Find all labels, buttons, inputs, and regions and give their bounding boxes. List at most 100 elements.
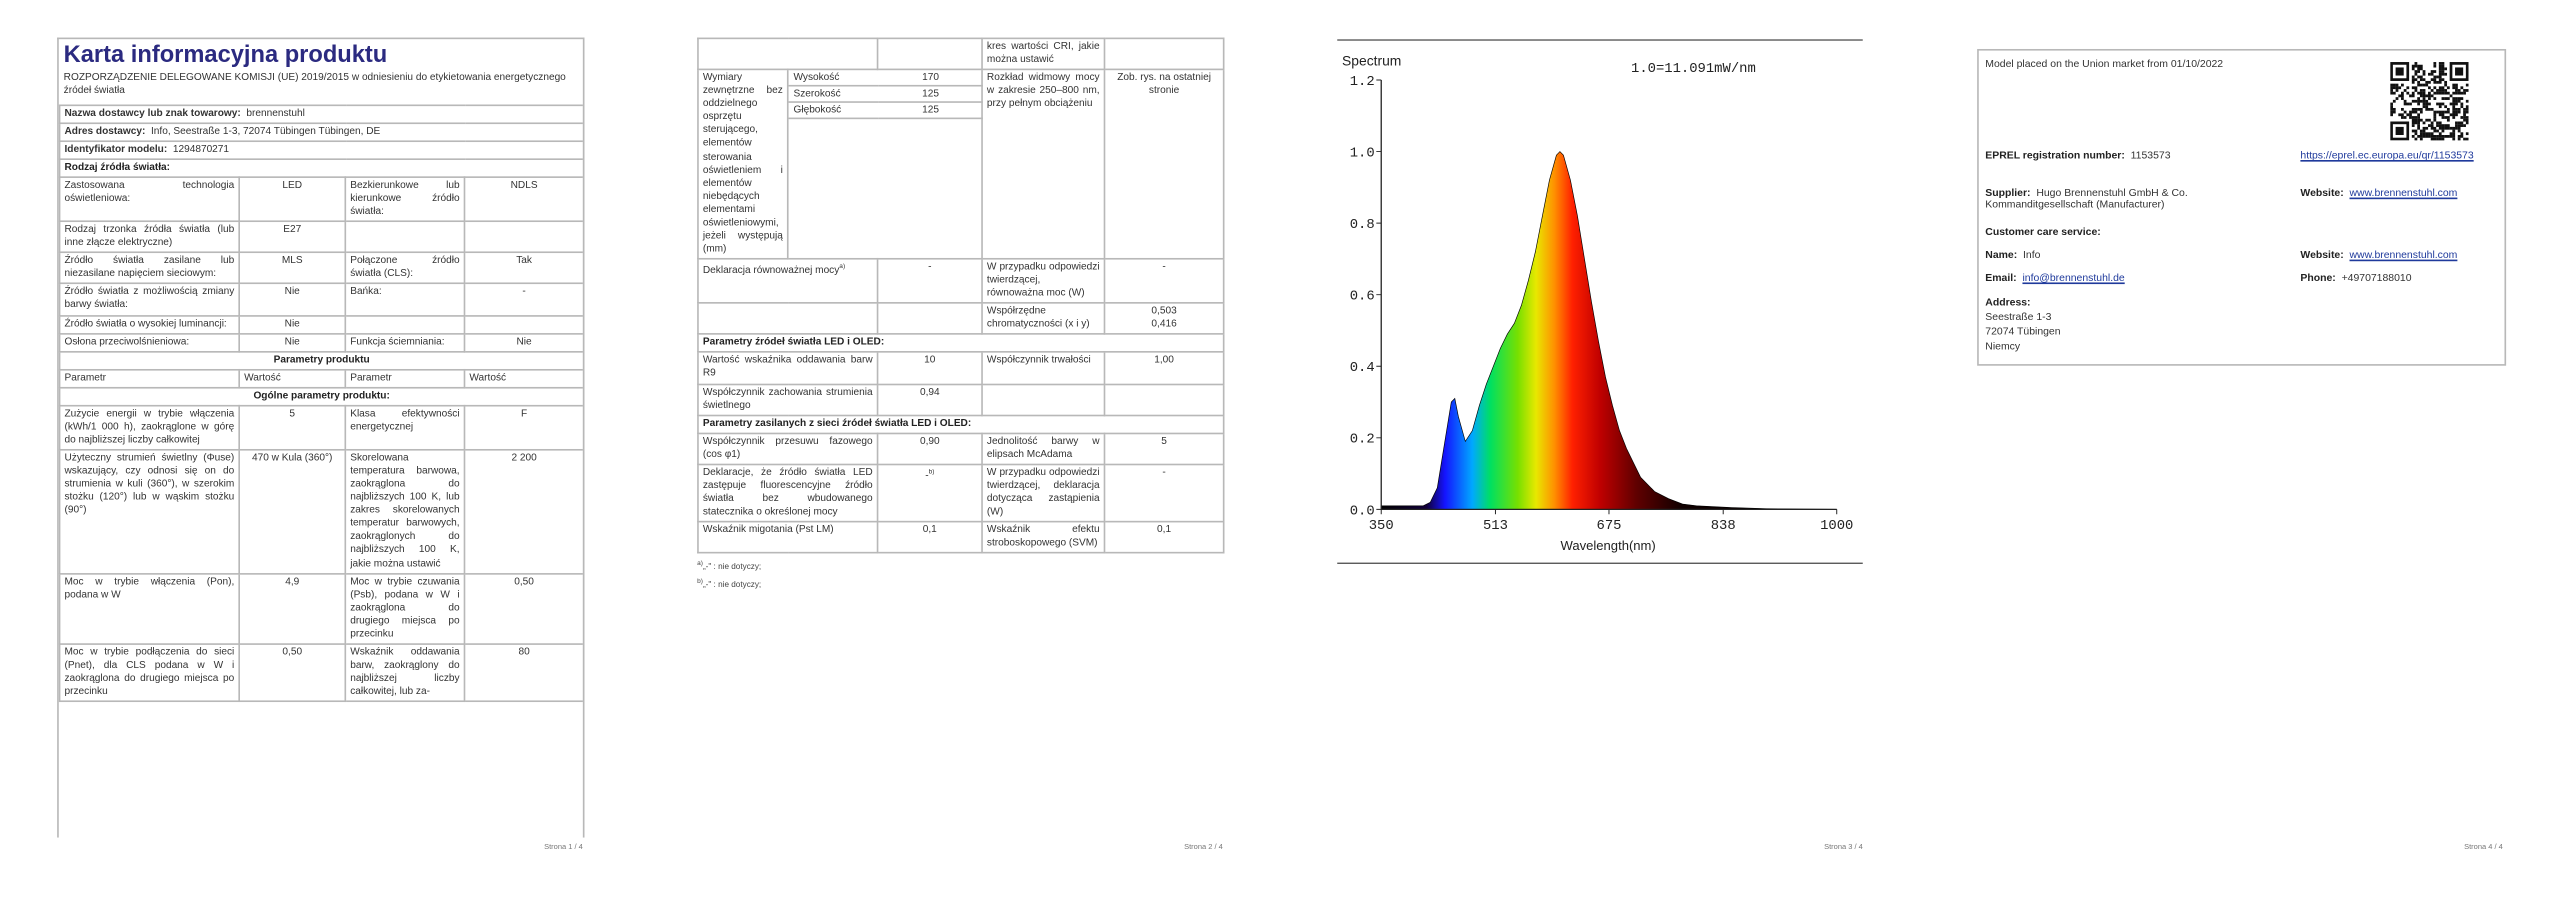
table-cell: 80 [463, 643, 583, 703]
table-row: Źródło światła z możliwością zmiany barw… [58, 283, 583, 316]
qr-module [2452, 113, 2456, 117]
qr-module [2417, 107, 2421, 111]
x-tick-label: 350 [1369, 518, 1394, 534]
qr-module [2452, 132, 2456, 136]
table-row: Rodzaj trzonka źródła światła (lub inne … [58, 220, 583, 254]
qr-code [2390, 62, 2469, 141]
qr-module [2411, 110, 2415, 114]
table-cell: Wartość wskaźnika oddawania barw R9 [697, 351, 879, 385]
qr-module [2463, 107, 2466, 111]
table-cell [981, 382, 1106, 416]
qr-module [2419, 135, 2423, 138]
y-tick-label: 0.6 [1350, 289, 1375, 305]
qr-module [2425, 132, 2429, 136]
qr-module [2428, 86, 2431, 90]
qr-module [2441, 72, 2445, 76]
address-line: 72074 Tübingen [1985, 326, 2061, 338]
qr-module [2455, 83, 2458, 87]
qr-module [2417, 75, 2421, 79]
qr-module [2411, 86, 2415, 90]
qr-module [2411, 64, 2415, 68]
qr-module [2446, 110, 2450, 114]
qr-module [2433, 97, 2437, 100]
table-cell: Skorelowana temperatura barwowa, zaokrąg… [344, 449, 466, 575]
table-cell [876, 37, 983, 71]
qr-module [2398, 86, 2402, 90]
qr-module [2395, 89, 2399, 92]
qr-module [2452, 135, 2456, 138]
table-cell: Wartość [463, 368, 583, 389]
label: Email: [1985, 272, 2017, 285]
x-tick-label: 1000 [1820, 518, 1853, 534]
qr-module [2411, 118, 2415, 122]
table-cell: 0,90 [876, 432, 983, 466]
table-cell [463, 314, 583, 335]
table-cell: W przypadku odpowiedzi twierdzącej, dekl… [981, 463, 1106, 523]
section-heading: Customer care service: [1985, 226, 2101, 239]
qr-module [2417, 124, 2421, 127]
qr-module [2422, 135, 2426, 138]
table-cell: Rozkład widmowy mocy w zakresie 250–800 … [981, 68, 1106, 260]
body: Wysokość 170 Szerokość 125 Głębokość 125 [788, 70, 983, 120]
label: Address: [1985, 297, 2031, 309]
qr-module [2463, 124, 2466, 127]
table-row: Zastosowana technologia oświetleniowa: LE… [58, 176, 583, 223]
qr-module [2411, 80, 2415, 84]
chart-title: Spectrum [1342, 52, 1401, 68]
qr-module [2395, 86, 2399, 90]
qr-module [2444, 135, 2448, 138]
qr-module [2465, 110, 2469, 114]
email-link[interactable]: info@brennenstuhl.de [2022, 272, 2125, 285]
qr-module [2414, 86, 2418, 90]
qr-module [2428, 132, 2431, 136]
qr-module [2390, 107, 2393, 111]
table-cell: Współczynnik trwałości [981, 351, 1106, 385]
qr-module [2430, 135, 2434, 138]
qr-module [2465, 83, 2469, 87]
qr-module [2417, 67, 2421, 71]
qr-module [2411, 94, 2415, 98]
qr-module [2457, 129, 2461, 133]
spectrum-area [1380, 151, 1837, 510]
qr-module [2455, 86, 2458, 90]
qr-module [2417, 97, 2421, 100]
qr-module [2436, 80, 2439, 84]
table-cell: Nie [463, 332, 583, 353]
qr-module [2395, 126, 2404, 136]
table-cell [344, 314, 466, 335]
qr-module [2441, 70, 2445, 73]
table-cell: F [463, 404, 583, 451]
qr-module [2430, 89, 2434, 92]
eprel-link[interactable]: https://eprel.ec.europa.eu/qr/1153573 [2300, 150, 2474, 162]
qr-module [2452, 126, 2456, 130]
qr-module [2390, 105, 2393, 109]
qr-module [2430, 94, 2434, 98]
qr-module [2409, 94, 2412, 98]
table-row: Wymiary zewnętrzne bez oddzielnego osprz… [697, 68, 1225, 260]
footnote: b)„-" : nie dotyczy; [697, 576, 1223, 590]
cell-text: Deklaracja równoważnej mocy [702, 264, 840, 277]
website-link[interactable]: www.brennenstuhl.com [2349, 249, 2458, 262]
website-link[interactable]: www.brennenstuhl.com [2349, 187, 2458, 200]
qr-module [2457, 126, 2461, 130]
qr-module [2438, 132, 2442, 136]
qr-module [2438, 91, 2442, 95]
product-table: kres wartości CRI, jakie można ustawić Wy… [697, 37, 1225, 554]
qr-module [2428, 94, 2431, 98]
qr-module [2430, 132, 2434, 136]
cell-text: - [925, 469, 929, 482]
qr-module [2414, 64, 2418, 68]
qr-module [2422, 72, 2426, 76]
address-line: Niemcy [1985, 341, 2021, 353]
qr-module [2441, 97, 2445, 100]
qr-module [2419, 110, 2423, 114]
qr-module [2428, 107, 2431, 111]
qr-module [2417, 83, 2421, 87]
label: EPREL registration number: [1985, 150, 2125, 162]
qr-module [2441, 86, 2445, 90]
qr-module [2428, 72, 2431, 76]
qr-module [2392, 83, 2396, 87]
qr-module [2441, 113, 2445, 117]
table-row: Wskaźnik migotania (Pst LM) 0,1 Wskaźnik e… [697, 520, 1225, 554]
qr-module [2460, 132, 2464, 136]
